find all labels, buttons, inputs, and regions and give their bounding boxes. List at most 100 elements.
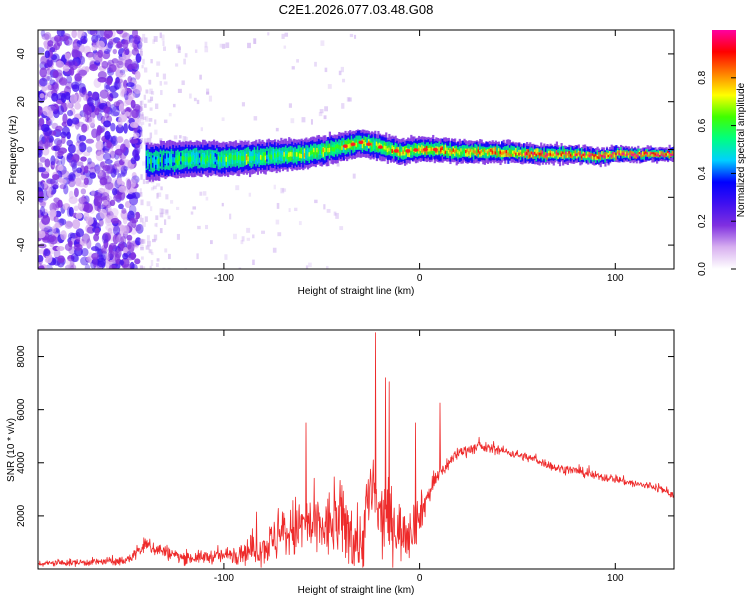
ridge-cell bbox=[333, 147, 336, 152]
ridge-cell bbox=[247, 156, 250, 162]
ridge-cell bbox=[466, 149, 469, 157]
noise-blob bbox=[51, 225, 57, 233]
noise-blob bbox=[90, 246, 99, 252]
ridge-cell bbox=[253, 155, 256, 161]
noise-blob bbox=[85, 216, 94, 226]
noise-blob bbox=[38, 249, 45, 254]
noise-blob bbox=[127, 92, 136, 100]
noise-blob bbox=[86, 161, 96, 170]
noise-blob bbox=[65, 81, 74, 90]
noise-blob bbox=[39, 156, 46, 163]
ridge-cell bbox=[280, 153, 283, 158]
noise-blob bbox=[127, 76, 133, 83]
speckle bbox=[152, 39, 155, 44]
ridge-cell bbox=[530, 151, 533, 155]
ridge-cell bbox=[601, 151, 604, 157]
noise-blob bbox=[73, 187, 79, 198]
noise-blob bbox=[101, 60, 109, 69]
ridge-cell bbox=[612, 152, 615, 159]
noise-blob bbox=[120, 235, 127, 246]
snr-y-axis-label: SNR (10 * v/v) bbox=[6, 418, 17, 482]
ridge-cell bbox=[410, 146, 413, 156]
noise-blob bbox=[119, 69, 126, 76]
ridge-cell bbox=[245, 155, 249, 161]
ridge-cell bbox=[558, 151, 562, 158]
noise-blob bbox=[134, 211, 141, 220]
noise-blob bbox=[77, 201, 85, 210]
speckle bbox=[157, 192, 162, 197]
colorbar-tick-label: 0.6 bbox=[697, 118, 708, 132]
ridge-cell bbox=[363, 139, 366, 149]
noise-blob bbox=[38, 230, 46, 239]
noise-blob bbox=[38, 254, 44, 263]
speckle bbox=[155, 215, 159, 220]
speckle bbox=[176, 44, 180, 49]
ridge-cell bbox=[311, 149, 314, 154]
speckle bbox=[319, 109, 324, 114]
ridge-cell bbox=[358, 139, 361, 149]
ridge-cell bbox=[325, 147, 328, 152]
ridge-cell bbox=[225, 156, 228, 162]
ridge-cell bbox=[356, 143, 360, 148]
snr-frame bbox=[37, 329, 675, 570]
ridge-cell bbox=[671, 150, 674, 156]
ridge-cell bbox=[324, 147, 327, 153]
noise-blob bbox=[40, 55, 48, 65]
ridge-cell bbox=[599, 154, 602, 161]
ridge-cell bbox=[212, 155, 216, 161]
ridge-cell bbox=[594, 154, 598, 160]
ridge-cell bbox=[349, 143, 352, 148]
ridge-cell bbox=[272, 148, 275, 160]
ridge-cell bbox=[535, 148, 538, 155]
noise-blob bbox=[81, 123, 88, 133]
ridge-cell bbox=[522, 152, 526, 156]
ridge-cell bbox=[319, 147, 322, 152]
ridge-cell bbox=[580, 147, 584, 157]
noise-blob bbox=[116, 60, 124, 69]
ridge-cell bbox=[654, 153, 657, 156]
noise-blob bbox=[110, 135, 117, 145]
speckle bbox=[165, 194, 169, 200]
noise-blob bbox=[81, 233, 91, 244]
noise-blob bbox=[88, 116, 95, 127]
speckle bbox=[206, 91, 210, 95]
noise-blob bbox=[80, 188, 87, 195]
ridge-cell bbox=[632, 154, 635, 157]
noise-blob bbox=[39, 93, 45, 99]
ridge-cell bbox=[220, 156, 223, 162]
speckle bbox=[252, 37, 257, 44]
ridge-cell bbox=[610, 154, 613, 158]
noise-blob bbox=[47, 40, 54, 47]
ridge-cell bbox=[241, 156, 244, 161]
noise-blob bbox=[94, 60, 101, 66]
ridge-cell bbox=[540, 152, 543, 156]
noise-blob bbox=[56, 245, 65, 252]
ridge-cell bbox=[665, 153, 668, 156]
ridge-cell bbox=[255, 153, 258, 159]
speckle bbox=[238, 267, 242, 269]
speckle bbox=[149, 206, 153, 212]
ridge-cell bbox=[191, 156, 194, 162]
speckle bbox=[162, 267, 166, 269]
noise-blob bbox=[108, 242, 117, 250]
ridge-cell bbox=[189, 156, 192, 162]
noise-blob bbox=[126, 194, 134, 200]
ridge-cell bbox=[425, 145, 429, 150]
noise-blob bbox=[123, 122, 128, 134]
speckle bbox=[326, 265, 329, 269]
ridge-cell bbox=[605, 153, 609, 160]
speckle bbox=[176, 206, 180, 210]
noise-blob bbox=[41, 214, 51, 226]
ridge-cell bbox=[314, 150, 317, 155]
ridge-cell bbox=[322, 147, 325, 153]
speckle bbox=[140, 256, 144, 260]
ridge-cell bbox=[195, 158, 198, 164]
speckle bbox=[229, 213, 232, 220]
noise-blob bbox=[39, 205, 46, 216]
noise-blob bbox=[118, 190, 126, 201]
speckle bbox=[148, 80, 152, 85]
noise-blob bbox=[115, 78, 123, 84]
speckle bbox=[246, 227, 251, 233]
speckle bbox=[159, 81, 162, 86]
noise-blob bbox=[87, 157, 92, 165]
